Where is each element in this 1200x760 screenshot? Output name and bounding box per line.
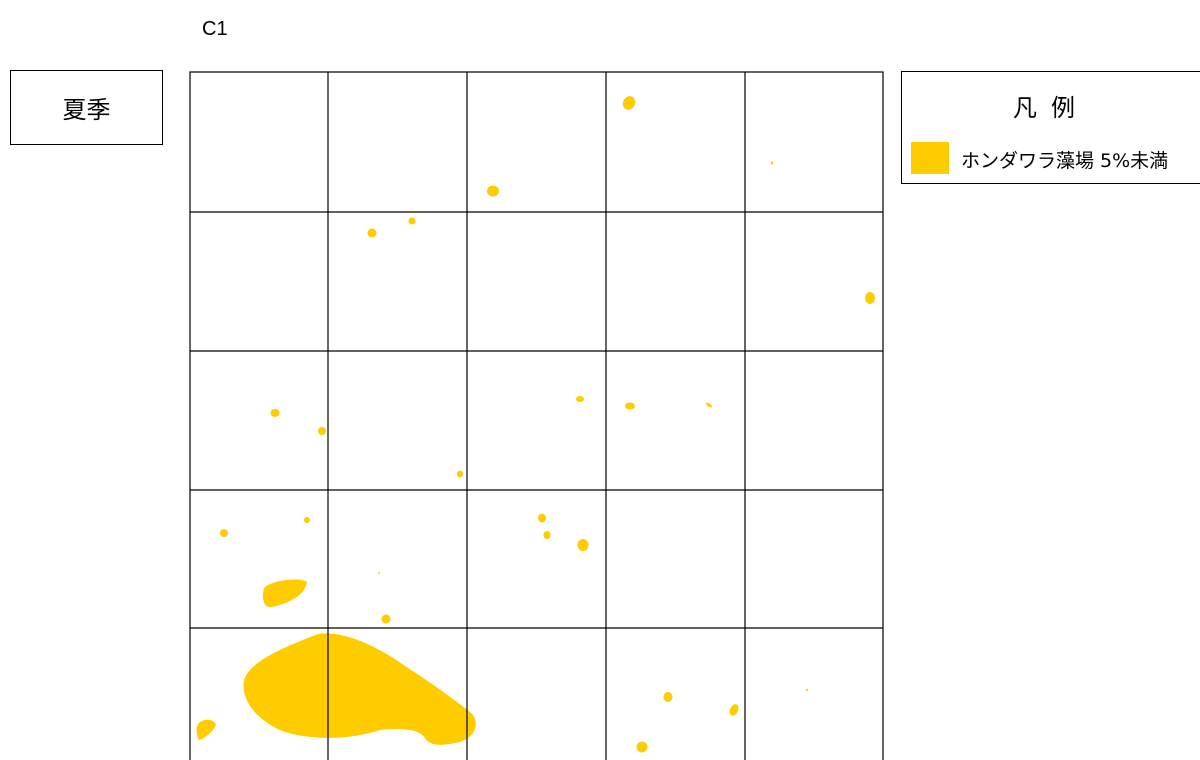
- map-grid: [189, 71, 884, 760]
- seaweed-dot: [304, 517, 310, 523]
- seaweed-dot: [408, 217, 416, 225]
- seaweed-patch-large: [243, 633, 476, 745]
- seaweed-patches: [196, 96, 875, 753]
- seaweed-dot: [487, 185, 499, 197]
- seaweed-dot: [622, 96, 636, 110]
- legend-item-label: ホンダワラ藻場 5%未満: [961, 150, 1169, 172]
- season-label: 夏季: [62, 96, 111, 124]
- seaweed-dot: [625, 402, 635, 410]
- seaweed-dot: [729, 704, 739, 716]
- seaweed-dot: [367, 228, 377, 238]
- seaweed-dot: [220, 529, 228, 537]
- seaweed-dot: [378, 572, 380, 574]
- seaweed-dot: [381, 614, 391, 624]
- legend-box: 凡例 ホンダワラ藻場 5%未満: [901, 71, 1200, 184]
- map-code-label: C1: [202, 18, 228, 40]
- seaweed-patch-medium: [262, 579, 307, 608]
- legend-swatch: [911, 142, 949, 174]
- seaweed-dot: [318, 427, 326, 435]
- seaweed-dot: [663, 692, 673, 702]
- legend-title: 凡例: [1013, 94, 1089, 122]
- seaweed-dot: [805, 688, 809, 692]
- seaweed-dot: [770, 161, 774, 165]
- seaweed-patch-edge: [196, 719, 216, 740]
- seaweed-dot: [538, 513, 546, 523]
- seaweed-dot: [270, 409, 280, 417]
- seaweed-dot: [543, 531, 551, 539]
- seaweed-dot: [576, 396, 584, 402]
- season-box: 夏季: [10, 70, 163, 145]
- seaweed-dot: [706, 402, 712, 408]
- seaweed-dot: [865, 292, 875, 304]
- seaweed-dot: [636, 741, 648, 753]
- map-frame: [189, 71, 884, 760]
- seaweed-dot: [577, 539, 589, 551]
- seaweed-dot: [457, 470, 463, 478]
